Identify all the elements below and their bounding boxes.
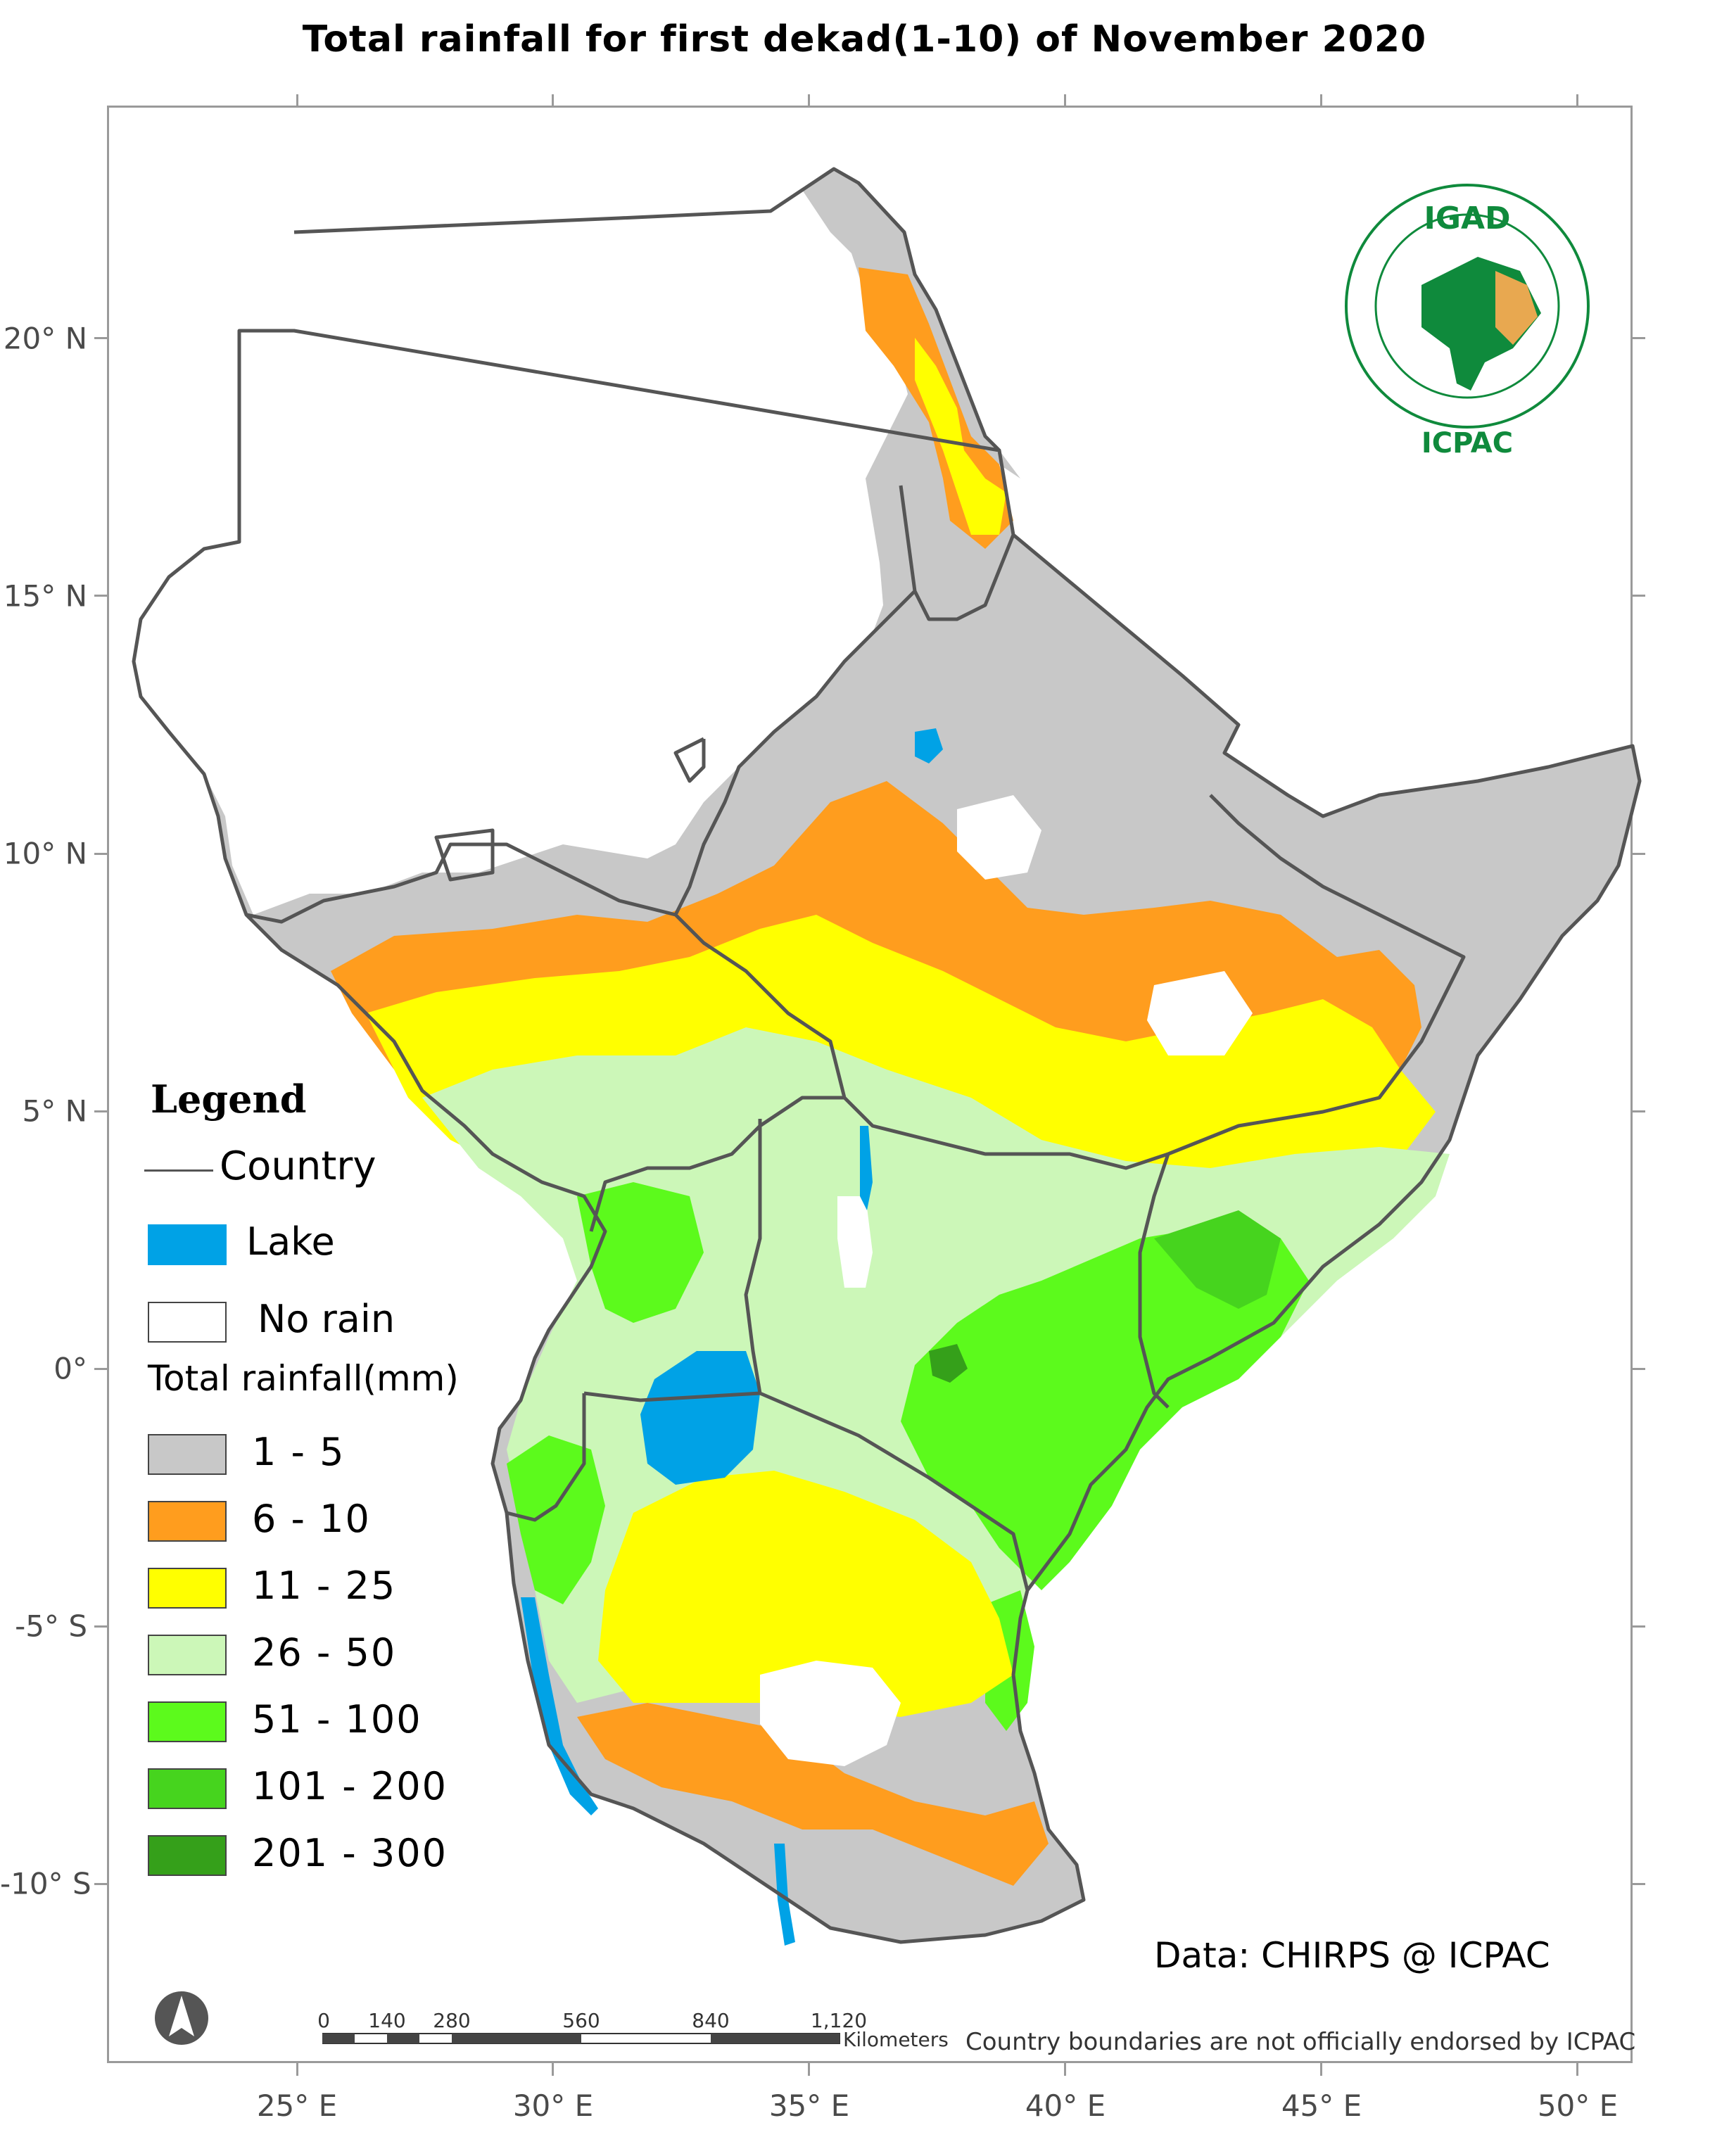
north-arrow-icon [155, 1991, 208, 2045]
x-tick-label: 30° E [512, 2088, 594, 2123]
map-title: Total rainfall for first dekad(1-10) of … [302, 18, 1427, 61]
band-11-25-north [915, 338, 1006, 535]
country-boundaries [132, 167, 1642, 1944]
x-tick-label: 25° E [256, 2088, 338, 2123]
class-swatch-51-100 [148, 1701, 227, 1742]
class-swatch-201-300 [148, 1835, 227, 1876]
y-tick-label: -5° S [15, 1609, 87, 1644]
class-swatch-26-50 [148, 1635, 227, 1675]
y-tick-label: 15° N [3, 578, 87, 614]
norain-swatch [148, 1302, 227, 1343]
y-tick-label: 20° N [3, 321, 87, 356]
x-tick-label: 40° E [1025, 2088, 1106, 2123]
logo-igad-text: IGAD [1424, 201, 1510, 236]
data-source: Data: CHIRPS @ ICPAC [1154, 1935, 1550, 1976]
lake-malawi [774, 1844, 795, 1946]
scale-label: 1,120 [810, 2009, 868, 2032]
band-51-100-drc [507, 1435, 605, 1604]
class-label: 6 - 10 [252, 1497, 371, 1541]
scale-unit: Kilometers [843, 2028, 949, 2051]
class-swatch-6-10 [148, 1501, 227, 1542]
class-swatch-101-200 [148, 1768, 227, 1809]
country-label: Country [220, 1143, 376, 1189]
logo-caption: ICPAC [1421, 427, 1513, 454]
lake-swatch [148, 1224, 227, 1265]
x-tick-label: 35° E [768, 2088, 850, 2123]
norain-north [134, 190, 908, 915]
scale-bar [322, 2033, 840, 2044]
norain-label: No rain [258, 1297, 395, 1341]
scale-label: 140 [368, 2009, 406, 2032]
class-label: 101 - 200 [252, 1764, 448, 1808]
lake-label: Lake [246, 1219, 335, 1264]
scale-label: 560 [562, 2009, 600, 2032]
class-label: 1 - 5 [252, 1430, 346, 1474]
band-201-300 [929, 1344, 968, 1383]
band-51-100-east [901, 1224, 1309, 1590]
x-tick-label: 45° E [1281, 2088, 1362, 2123]
lake-victoria [640, 1351, 760, 1485]
y-tick-label: 10° N [3, 836, 87, 871]
rain-legend-title: Total rainfall(mm) [148, 1358, 459, 1399]
norain-ethiopia [957, 795, 1041, 880]
scale-label: 840 [692, 2009, 730, 2032]
y-tick-label: -10° S [0, 1866, 91, 1901]
scale-label: 0 [317, 2009, 330, 2032]
band-51-100-kenya [1154, 1210, 1281, 1309]
class-swatch-1-5 [148, 1434, 227, 1475]
y-tick-label: 0° [53, 1351, 87, 1386]
norain-somalia [1147, 971, 1253, 1055]
class-label: 11 - 25 [252, 1564, 397, 1608]
lake-turkana [860, 1126, 873, 1210]
lake-tanganyika [521, 1597, 598, 1815]
x-tick-label: 50° E [1537, 2088, 1619, 2123]
band-6-10-south [577, 1703, 1049, 1886]
country-line-swatch [144, 1169, 213, 1172]
y-tick-label: 5° N [22, 1093, 88, 1129]
legend-title: Legend [151, 1077, 307, 1122]
disclaimer: Country boundaries are not officially en… [965, 2028, 1636, 2056]
class-label: 51 - 100 [252, 1697, 422, 1742]
norain-turkana [837, 1196, 873, 1288]
igad-region-icon [1495, 271, 1538, 345]
lake-tana [915, 728, 943, 763]
band-51-100-west [577, 1182, 704, 1323]
igad-logo: IGAD ICPAC [1345, 184, 1590, 454]
class-swatch-11-25 [148, 1568, 227, 1609]
class-label: 26 - 50 [252, 1630, 397, 1675]
class-label: 201 - 300 [252, 1831, 448, 1875]
norain-south [760, 1661, 901, 1766]
band-11-25-south [598, 1471, 1013, 1717]
scale-label: 280 [433, 2009, 471, 2032]
